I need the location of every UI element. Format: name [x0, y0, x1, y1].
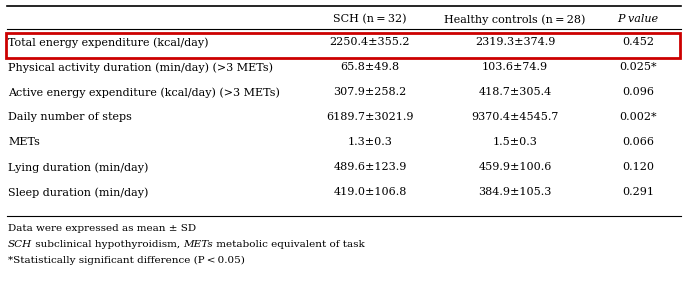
Text: 9370.4±4545.7: 9370.4±4545.7 [471, 112, 559, 122]
Text: 418.7±305.4: 418.7±305.4 [478, 87, 552, 97]
Text: Lying duration (min/day): Lying duration (min/day) [8, 162, 149, 173]
Text: Active energy expenditure (kcal/day) (>3 METs): Active energy expenditure (kcal/day) (>3… [8, 87, 280, 98]
Text: 2319.3±374.9: 2319.3±374.9 [475, 37, 555, 47]
Text: Data were expressed as mean ± SD: Data were expressed as mean ± SD [8, 224, 196, 233]
Text: 1.5±0.3: 1.5±0.3 [493, 137, 537, 147]
Text: subclinical hypothyroidism,: subclinical hypothyroidism, [32, 240, 184, 249]
Text: 419.0±106.8: 419.0±106.8 [333, 187, 407, 197]
Text: Healthy controls (n = 28): Healthy controls (n = 28) [444, 14, 585, 24]
Text: Sleep duration (min/day): Sleep duration (min/day) [8, 187, 149, 198]
Text: METs: METs [184, 240, 213, 249]
Text: 384.9±105.3: 384.9±105.3 [478, 187, 552, 197]
Text: 0.120: 0.120 [622, 162, 654, 172]
Text: 0.096: 0.096 [622, 87, 654, 97]
Text: *Statistically significant difference (P < 0.05): *Statistically significant difference (P… [8, 256, 245, 265]
Text: metabolic equivalent of task: metabolic equivalent of task [213, 240, 365, 249]
Text: 0.291: 0.291 [622, 187, 654, 197]
Text: Physical activity duration (min/day) (>3 METs): Physical activity duration (min/day) (>3… [8, 62, 273, 73]
Text: 6189.7±3021.9: 6189.7±3021.9 [326, 112, 413, 122]
Text: 1.3±0.3: 1.3±0.3 [347, 137, 392, 147]
Text: 0.452: 0.452 [622, 37, 654, 47]
Text: 489.6±123.9: 489.6±123.9 [333, 162, 407, 172]
Text: Daily number of steps: Daily number of steps [8, 112, 132, 122]
Text: 2250.4±355.2: 2250.4±355.2 [330, 37, 410, 47]
Text: P value: P value [617, 14, 658, 24]
Text: 459.9±100.6: 459.9±100.6 [478, 162, 552, 172]
Text: METs: METs [8, 137, 40, 147]
Text: 65.8±49.8: 65.8±49.8 [341, 62, 400, 72]
Text: 0.025*: 0.025* [619, 62, 657, 72]
Text: SCH (n = 32): SCH (n = 32) [333, 14, 407, 24]
Text: 307.9±258.2: 307.9±258.2 [334, 87, 407, 97]
Text: Total energy expenditure (kcal/day): Total energy expenditure (kcal/day) [8, 37, 208, 47]
Text: SCH: SCH [8, 240, 32, 249]
Bar [6, 33, 680, 58]
Text: 103.6±74.9: 103.6±74.9 [482, 62, 548, 72]
Text: 0.066: 0.066 [622, 137, 654, 147]
Text: 0.002*: 0.002* [619, 112, 657, 122]
